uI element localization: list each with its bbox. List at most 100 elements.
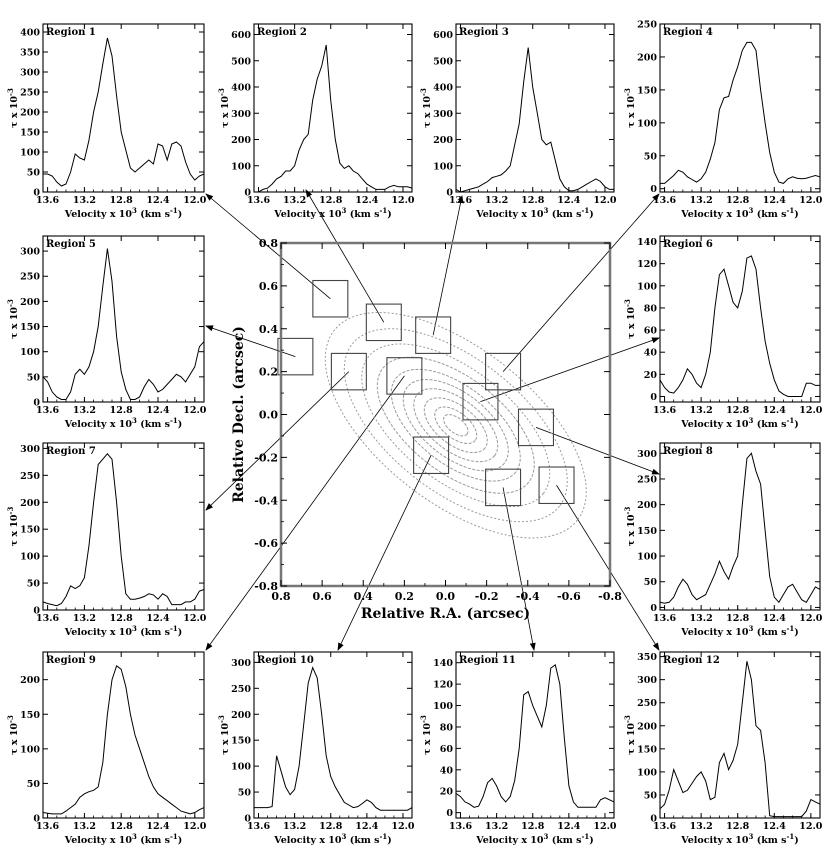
x-axis-label-main: Velocity x 10 <box>680 835 749 846</box>
panel-title: Region 9 <box>46 655 96 666</box>
spectrum-line <box>42 453 205 607</box>
y-tick-label: 80 <box>644 303 658 314</box>
y-tick-label: 100 <box>20 148 40 159</box>
x-tick-label: 13.6 <box>653 405 677 416</box>
y-tick-label: 40 <box>644 348 658 359</box>
contour-level <box>343 328 568 523</box>
y-axis-label-exp: -3 <box>217 715 226 723</box>
x-tick-label: 12.4 <box>557 821 581 832</box>
region-box-6 <box>462 382 499 421</box>
y-axis-label-main: τ x 10 <box>9 96 20 128</box>
panel-title: Region 5 <box>46 239 96 250</box>
region-box-11 <box>485 468 522 507</box>
region-panel-3: Region 313.6 13.2 12.8 12.4 12.0010020030040… <box>419 23 617 220</box>
x-axis-label: Velocity x 103 (km s-1) <box>64 206 183 220</box>
x-tick-label: 12.8 <box>319 195 343 206</box>
plot-frame <box>42 23 205 193</box>
x-axis-label-close: ) <box>794 627 799 638</box>
x-axis-label-close: ) <box>387 835 392 846</box>
y-axis-label-main: τ x 10 <box>422 96 433 128</box>
plot-frame <box>455 651 615 819</box>
x-tick-label: 12.8 <box>521 821 545 832</box>
region-panel-4: Region 4 13.6 13.2 12.8 12.4 12.0 0 50 100 150 200… <box>623 20 823 221</box>
x-tick-label: 12.8 <box>319 821 343 832</box>
region-box-9 <box>386 357 423 395</box>
connector-region-3 <box>432 195 464 336</box>
region-box-8 <box>517 408 555 447</box>
y-tick-label: 150 <box>20 322 40 333</box>
y-tick-label: 200 <box>20 297 40 308</box>
contour-level <box>443 414 469 437</box>
region-panel-8: Region 8 13.6 13.2 12.8 12.4 12.0 0 50 100 150 200… <box>623 442 823 638</box>
y-tick-label: 200 <box>20 675 40 686</box>
plot-frame <box>659 235 821 403</box>
x-axis-label-exp: 3 <box>749 206 754 215</box>
map-y-tick-label: -0.8 <box>254 580 278 593</box>
y-tick-label: 100 <box>637 118 657 129</box>
x-tick-label: 12.4 <box>146 405 170 416</box>
x-axis-label-close: ) <box>178 209 183 220</box>
y-tick-label: 500 <box>231 56 251 67</box>
map-x-tick-label: -0.6 <box>557 590 581 603</box>
y-tick-label: 300 <box>637 449 657 460</box>
y-tick-label: 0 <box>650 603 657 614</box>
x-tick-label: 12.0 <box>391 195 415 206</box>
y-tick-label: 300 <box>20 68 40 79</box>
y-tick-label: 250 <box>637 474 657 485</box>
x-axis-label-close: ) <box>178 419 183 430</box>
y-tick-label: 100 <box>433 701 453 712</box>
x-axis-label-unit-exp: -1 <box>581 832 589 841</box>
region-connectors <box>205 189 660 651</box>
x-tick-label: 12.8 <box>110 613 134 624</box>
x-axis-label-exp: 3 <box>342 832 347 841</box>
x-axis-label: Velocity x 103 (km s-1) <box>64 416 183 430</box>
x-axis-label-unit-exp: -1 <box>786 416 794 425</box>
panel-title: Region 6 <box>663 239 713 250</box>
y-tick-label: 350 <box>637 652 657 663</box>
x-tick-label: 13.2 <box>690 613 713 624</box>
region-panel-12: Region 12 13.6 13.2 12.8 12.4 12.0 0 50 100 150 20… <box>623 651 823 846</box>
x-tick-label: 12.8 <box>726 613 750 624</box>
map-x-tick-label: -0.8 <box>598 590 622 603</box>
region-panel-5: Region 5 13.6 13.2 12.8 12.4 12.0 0 50 100 150 200… <box>6 235 207 430</box>
x-tick-label: 13.6 <box>36 405 60 416</box>
y-tick-label: 350 <box>20 48 40 59</box>
y-axis-label: τ x 10-3 <box>6 88 20 128</box>
x-tick-label: 13.2 <box>485 195 508 206</box>
y-tick-label: 100 <box>20 552 40 563</box>
contour-level <box>390 368 521 482</box>
region-box-4 <box>485 352 522 391</box>
connector-region-1 <box>205 193 331 300</box>
x-axis-label-unit-exp: -1 <box>786 832 794 841</box>
y-axis-label: τ x 10-3 <box>419 715 433 755</box>
x-tick-label: 13.6 <box>36 821 60 832</box>
y-tick-label: 50 <box>644 151 658 162</box>
x-tick-label: 13.2 <box>73 821 96 832</box>
x-tick-label: 12.4 <box>763 821 787 832</box>
spectrum-line <box>43 37 205 187</box>
y-tick-label: 20 <box>644 370 658 381</box>
x-axis-label-exp: 3 <box>132 624 137 633</box>
y-axis-label: τ x 10-3 <box>623 299 637 339</box>
x-axis-label-exp: 3 <box>132 416 137 425</box>
x-tick-label: 13.6 <box>653 195 677 206</box>
y-tick-label: 200 <box>637 500 657 511</box>
y-tick-label: 100 <box>231 762 251 773</box>
y-tick-label: 100 <box>637 767 657 778</box>
connector-region-8 <box>535 426 660 475</box>
region-box-10 <box>413 436 450 475</box>
plot-frame <box>455 23 615 193</box>
region-box-7 <box>330 352 367 391</box>
y-tick-label: 100 <box>20 744 40 755</box>
panel-title: Region 4 <box>663 27 713 38</box>
map-x-tick-label: 0.8 <box>271 590 290 603</box>
x-tick-label: 13.2 <box>690 821 713 832</box>
x-tick-label: 13.6 <box>653 613 677 624</box>
x-axis-label: Velocity x 103 (km s-1) <box>475 206 594 220</box>
x-axis-label-main: Velocity x 10 <box>64 419 133 430</box>
x-axis-label-unit: (km s <box>346 835 379 846</box>
y-axis-label: τ x 10-3 <box>6 715 20 755</box>
panel-title: Region 7 <box>46 446 96 457</box>
y-tick-label: 0 <box>244 814 251 825</box>
